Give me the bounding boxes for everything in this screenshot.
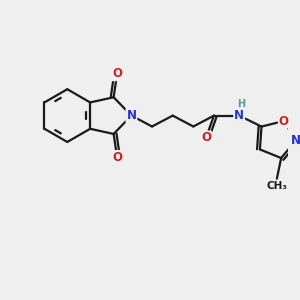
Text: O: O — [112, 67, 122, 80]
Text: H: H — [237, 99, 245, 109]
Text: O: O — [279, 115, 289, 128]
Text: CH₃: CH₃ — [266, 181, 287, 191]
Text: N: N — [234, 109, 244, 122]
Text: O: O — [112, 151, 122, 164]
Text: N: N — [126, 109, 136, 122]
Text: N: N — [291, 134, 300, 147]
Text: O: O — [201, 131, 211, 145]
